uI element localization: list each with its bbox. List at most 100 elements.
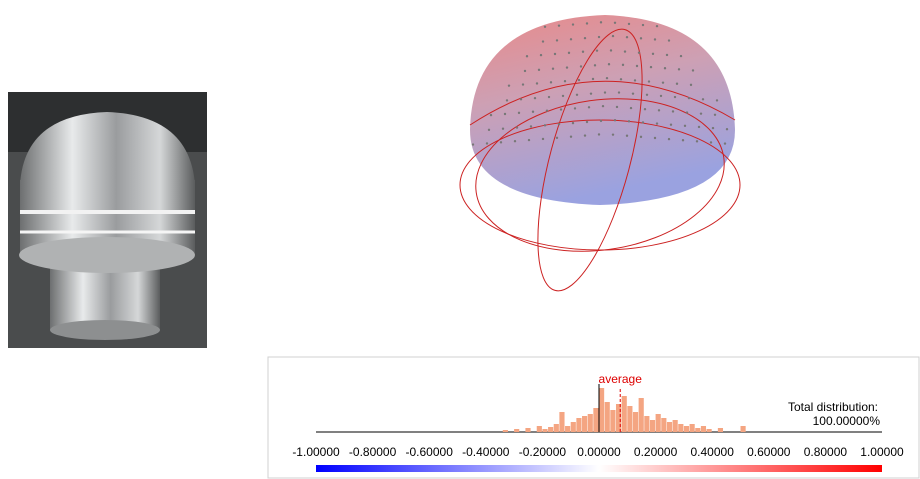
annotation: Total distribution:: [788, 400, 878, 414]
surface-point: [713, 113, 717, 117]
x-tick-label: 1.00000: [860, 445, 904, 459]
bar: [615, 404, 622, 432]
surface-point: [599, 119, 603, 123]
total-label: 100.00000%: [813, 414, 881, 428]
surface-point: [553, 52, 557, 56]
surface-point: [507, 84, 511, 87]
surface-point: [651, 52, 655, 56]
hemisphere-view: [459, 15, 741, 292]
surface-point: [617, 91, 621, 94]
surface-point: [581, 50, 585, 53]
surface-point: [667, 137, 671, 141]
surface-point: [639, 135, 643, 139]
bar: [621, 396, 627, 432]
surface-point: [593, 64, 597, 67]
surface-point: [533, 96, 537, 100]
bar: [542, 429, 548, 432]
surface-point: [567, 51, 571, 55]
surface-point: [535, 82, 539, 85]
bar: [632, 412, 639, 432]
bar: [514, 429, 520, 432]
bar: [593, 408, 599, 432]
surface-point: [555, 39, 559, 42]
surface-point: [715, 99, 719, 102]
surface-point: [641, 121, 645, 124]
bar: [638, 398, 644, 432]
surface-point: [591, 77, 595, 81]
surface-point: [627, 120, 631, 123]
surface-point: [655, 122, 659, 125]
bar: [587, 414, 593, 432]
x-tick-label: 0.80000: [804, 445, 848, 459]
surface-point: [525, 55, 529, 58]
surface-point: [575, 93, 579, 97]
surface-point: [561, 94, 565, 98]
surface-point: [555, 136, 559, 140]
x-tick-label: 0.00000: [577, 445, 621, 459]
surface-point: [529, 125, 533, 128]
surface-point: [523, 69, 527, 73]
bar: [604, 402, 610, 432]
surface-point: [587, 106, 591, 109]
surface-point: [517, 111, 521, 115]
surface-point: [681, 139, 685, 142]
surface-point: [607, 63, 611, 66]
surface-point: [551, 67, 555, 70]
surface-point: [643, 108, 647, 111]
surface-point: [531, 110, 535, 113]
surface-point: [515, 126, 519, 129]
surface-point: [701, 98, 705, 101]
surface-point: [683, 124, 687, 128]
bar: [666, 422, 673, 432]
surface-point: [597, 133, 601, 136]
surface-point: [571, 23, 575, 26]
surface-point: [601, 104, 605, 108]
surface-point: [557, 123, 561, 126]
surface-point: [689, 83, 693, 87]
average-label: average: [599, 372, 643, 386]
surface-point: [611, 34, 615, 38]
x-tick-label: -0.20000: [519, 445, 567, 459]
bar: [700, 426, 707, 432]
surface-point: [609, 49, 613, 52]
bar: [717, 428, 724, 432]
surface-point: [709, 141, 713, 144]
surface-point: [613, 119, 617, 122]
surface-point: [585, 120, 589, 124]
x-tick-label: -0.40000: [462, 445, 510, 459]
surface-point: [565, 66, 569, 69]
surface-point: [655, 24, 659, 28]
surface-point: [549, 81, 553, 84]
surface-point: [613, 21, 617, 24]
bar: [649, 420, 656, 432]
surface-point: [599, 21, 603, 24]
surface-point: [653, 38, 657, 41]
surface-point: [625, 134, 629, 137]
surface-point: [623, 50, 627, 53]
bar: [627, 406, 633, 432]
surface-point: [585, 22, 589, 25]
surface-point: [723, 142, 727, 145]
surface-point: [537, 68, 541, 72]
surface-point: [505, 99, 509, 102]
surface-point: [597, 35, 601, 39]
bar: [582, 416, 588, 432]
bar: [695, 428, 701, 432]
surface-point: [503, 112, 507, 116]
bar: [565, 426, 571, 432]
surface-point: [611, 133, 615, 136]
surface-point: [639, 37, 643, 40]
bar: [576, 418, 582, 432]
bar: [655, 414, 661, 432]
bar: [661, 418, 667, 432]
surface-point: [527, 138, 531, 142]
surface-point: [633, 79, 637, 82]
surface-point: [603, 91, 607, 94]
surface-point: [539, 53, 543, 57]
surface-point: [499, 141, 503, 144]
surface-point: [563, 80, 567, 83]
bar: [644, 416, 650, 432]
surface-point: [485, 142, 489, 145]
